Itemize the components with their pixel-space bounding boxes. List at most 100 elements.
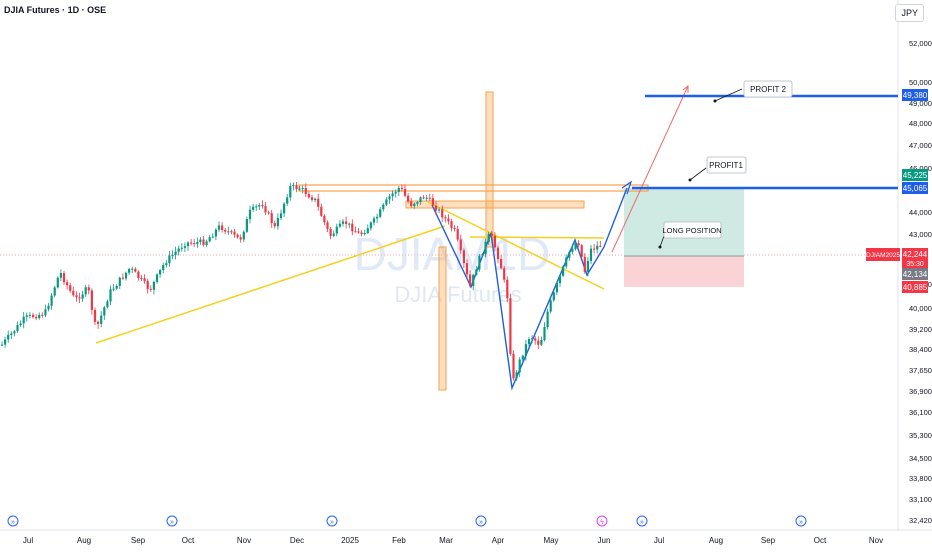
svg-text:»: » [799, 519, 803, 526]
time-tick-label: 2025 [341, 536, 359, 545]
candle-body [546, 311, 549, 328]
candle-body [276, 218, 279, 227]
svg-text:ϟ: ϟ [600, 519, 604, 526]
price-tick-label: 39,200 [909, 325, 932, 334]
candle-body [227, 231, 230, 233]
candle-body [84, 287, 87, 295]
svg-text:»: » [640, 519, 644, 526]
event-markers: » » » » » » ϟ [7, 515, 807, 527]
candle-body [596, 245, 599, 250]
candle-body [512, 353, 515, 379]
candle-body [128, 269, 131, 273]
candle-body [131, 268, 134, 270]
candle-body [134, 268, 137, 272]
price-tick-label: 40,000 [909, 304, 932, 313]
candle-body [75, 295, 78, 298]
candle-body [425, 197, 428, 199]
candle-body [146, 281, 149, 289]
price-tick-label: 36,900 [909, 387, 932, 396]
candle-body [171, 254, 174, 256]
long-stop-zone[interactable] [624, 256, 744, 287]
candle-body [245, 219, 248, 232]
tag-profit1: 45,065 [903, 184, 928, 193]
downtrend-line[interactable] [427, 201, 605, 290]
tag-symbol: DJIAM2025 [866, 252, 900, 259]
candle-body [413, 203, 416, 206]
profit2-label: PROFIT 2 [750, 85, 786, 94]
candle-body [165, 263, 168, 265]
vertical-zone-apr[interactable] [485, 91, 494, 248]
candle-body [13, 331, 16, 334]
candle-body [574, 243, 577, 250]
candle-body [338, 223, 341, 227]
candle-body [211, 236, 214, 238]
candle-body [363, 232, 366, 235]
neckline[interactable] [469, 236, 605, 239]
currency-button[interactable]: JPY [895, 4, 924, 22]
price-path[interactable] [431, 187, 628, 391]
price-axis[interactable]: 52,000 50,000 49,000 48,000 47,000 46,000 44,0… [909, 39, 932, 525]
time-tick-label: Nov [869, 536, 883, 545]
candle-body [326, 222, 329, 229]
price-tick-label: 34,500 [909, 454, 932, 463]
candle-body [481, 254, 484, 256]
candle-body [103, 307, 106, 316]
uptrend-line[interactable] [95, 225, 446, 344]
candle-body [410, 201, 413, 206]
vertical-zone-mar[interactable] [438, 246, 447, 391]
candle-body [351, 223, 354, 232]
candle-body [478, 255, 481, 270]
candle-body [323, 215, 326, 223]
time-tick-label: Jul [23, 536, 33, 545]
candle-body [490, 233, 493, 236]
candle-body [221, 225, 224, 230]
time-tick-label: Oct [182, 536, 195, 545]
candle-body [44, 309, 47, 316]
candle-body [577, 243, 580, 246]
time-tick-label: Apr [492, 536, 505, 545]
candle-body [317, 198, 320, 207]
candle-body [112, 288, 115, 290]
candle-body [354, 231, 357, 233]
candle-body [261, 204, 264, 207]
candle-body [69, 285, 72, 291]
candle-body [286, 197, 289, 204]
candle-body [332, 233, 335, 236]
candle-body [472, 274, 475, 287]
candle-body [159, 269, 162, 275]
candle-body [453, 227, 456, 230]
candle-body [493, 235, 496, 248]
candle-body [72, 290, 75, 296]
candle-body [252, 206, 255, 210]
candle-body [382, 204, 385, 210]
candle-body [0, 344, 4, 346]
candle-body [267, 212, 270, 214]
candle-body [475, 269, 478, 275]
candle-body [314, 198, 317, 200]
candle-body [431, 198, 434, 206]
candle-body [484, 241, 487, 255]
candle-body [568, 251, 571, 258]
candle-body [264, 206, 267, 213]
resistance-zone[interactable] [298, 184, 649, 192]
candle-body [320, 206, 323, 216]
candle-body [174, 251, 177, 255]
candle-body [41, 314, 44, 316]
candle-body [140, 277, 143, 279]
candle-body [509, 298, 512, 354]
candle-body [143, 278, 146, 282]
price-tick-label: 38,400 [909, 345, 932, 354]
time-axis[interactable]: Jul Aug Sep Oct Nov Dec 2025 Feb Mar Apr May Jun Jul… [23, 536, 883, 545]
candle-body [348, 223, 351, 225]
projection-arrow[interactable] [611, 85, 689, 253]
horizontal-zone[interactable] [405, 200, 585, 209]
candle-body [341, 221, 345, 224]
candle-body [487, 233, 490, 242]
candle-body [292, 185, 295, 187]
candle-body [518, 359, 521, 373]
profit1-label: PROFIT1 [709, 161, 743, 170]
event-marker-icon [166, 515, 178, 527]
candle-body [162, 264, 165, 270]
candle-body [416, 202, 419, 204]
